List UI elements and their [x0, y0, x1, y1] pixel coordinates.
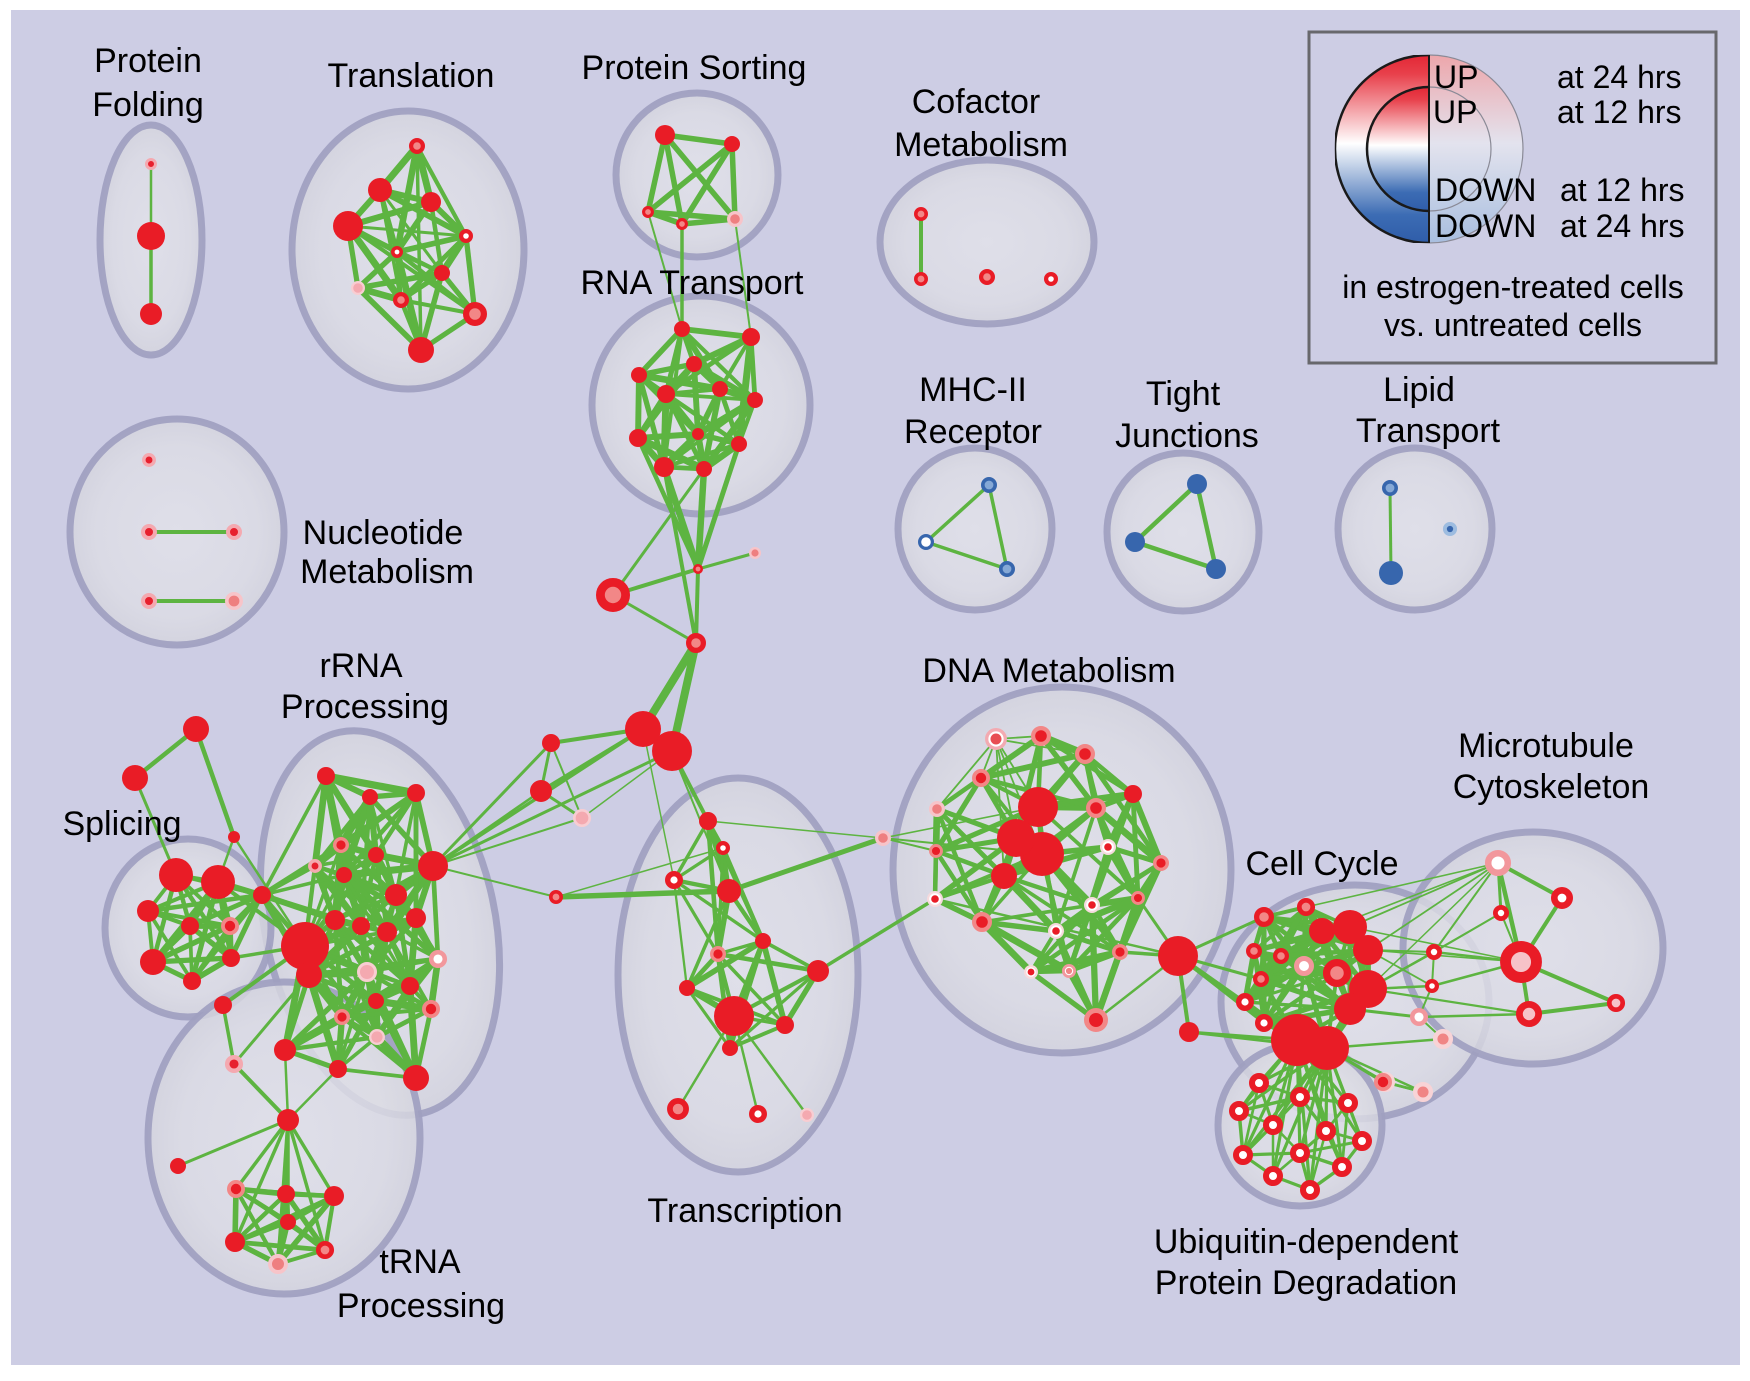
svg-text:Metabolism: Metabolism: [300, 553, 474, 591]
svg-text:at 12 hrs: at 12 hrs: [1560, 172, 1685, 208]
svg-text:DOWN: DOWN: [1435, 172, 1536, 208]
svg-text:Translation: Translation: [328, 57, 495, 95]
svg-text:Processing: Processing: [337, 1287, 505, 1325]
svg-text:rRNA: rRNA: [319, 647, 402, 685]
svg-text:UP: UP: [1434, 59, 1478, 95]
svg-text:at 24 hrs: at 24 hrs: [1560, 208, 1685, 244]
svg-text:in estrogen-treated cells: in estrogen-treated cells: [1342, 269, 1684, 305]
svg-text:at 12 hrs: at 12 hrs: [1557, 94, 1682, 130]
svg-text:Microtubule: Microtubule: [1458, 727, 1634, 765]
svg-text:Ubiquitin-dependent: Ubiquitin-dependent: [1154, 1223, 1459, 1261]
svg-text:Cytoskeleton: Cytoskeleton: [1453, 768, 1650, 806]
svg-text:Protein: Protein: [94, 42, 202, 80]
svg-text:RNA Transport: RNA Transport: [581, 264, 805, 302]
svg-text:Tight: Tight: [1146, 375, 1221, 413]
svg-text:Splicing: Splicing: [62, 805, 181, 843]
svg-text:Receptor: Receptor: [904, 413, 1042, 451]
svg-text:DOWN: DOWN: [1435, 208, 1536, 244]
svg-text:vs. untreated cells: vs. untreated cells: [1384, 307, 1642, 343]
svg-text:Cell Cycle: Cell Cycle: [1245, 845, 1398, 883]
svg-text:Transport: Transport: [1356, 412, 1501, 450]
svg-text:MHC-II: MHC-II: [919, 371, 1027, 409]
svg-text:Nucleotide: Nucleotide: [303, 514, 464, 552]
svg-text:Protein Degradation: Protein Degradation: [1155, 1264, 1457, 1302]
svg-text:DNA Metabolism: DNA Metabolism: [922, 652, 1175, 690]
svg-text:Processing: Processing: [281, 688, 449, 726]
svg-text:Lipid: Lipid: [1383, 371, 1455, 409]
svg-text:Cofactor: Cofactor: [912, 83, 1041, 121]
svg-text:UP: UP: [1433, 94, 1477, 130]
svg-text:Junctions: Junctions: [1115, 417, 1259, 455]
svg-text:at 24 hrs: at 24 hrs: [1557, 59, 1682, 95]
svg-text:Transcription: Transcription: [647, 1192, 842, 1230]
svg-text:Folding: Folding: [92, 86, 204, 124]
svg-text:tRNA: tRNA: [379, 1243, 461, 1281]
svg-text:Protein Sorting: Protein Sorting: [582, 49, 807, 87]
svg-text:Metabolism: Metabolism: [894, 126, 1068, 164]
